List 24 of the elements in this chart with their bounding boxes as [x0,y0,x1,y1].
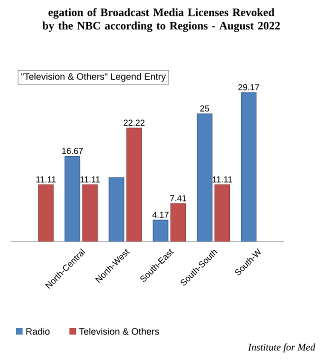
text: "Television & Others" Legend Entry [21,72,166,82]
data-label: 22.22 [124,120,144,126]
data-label: 29.17 [238,84,260,90]
data-label: 11.11 [212,176,232,182]
bar [64,156,80,242]
text: Institute for Med [248,343,316,353]
data-label: 11.11 [36,176,56,182]
bar [126,128,142,242]
bar [82,184,98,242]
bar [196,114,212,242]
bar [214,184,230,242]
bar [170,203,186,242]
bar [152,220,168,242]
data-label: 16.67 [62,148,83,154]
data-label: 4.17 [152,212,169,218]
legend-label: Radio [26,328,50,335]
chart-title: egation of Broadcast Media Licenses Revoked by the NBC according to Regions - August 2022 [42,8,280,32]
data-label: 25 [200,105,210,112]
legend-label: Television & Others [79,328,159,335]
bar [240,92,256,242]
data-label: 11.11 [80,176,100,182]
data-label: 7.41 [170,195,186,202]
bar [38,184,54,242]
bar [108,177,124,242]
